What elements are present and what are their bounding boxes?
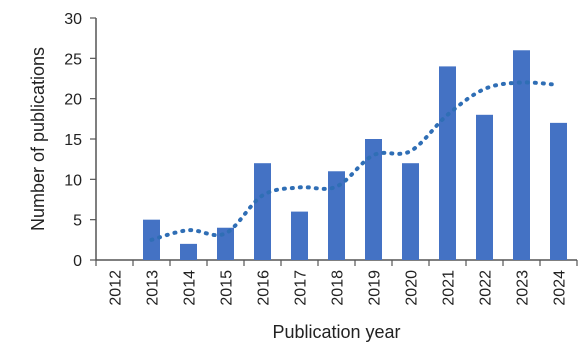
x-axis-ticks: 2012 2013 2014 2015 2016 2017 2018 2019 2020 2021… [95,260,578,306]
x-tick-label: 2012 [108,270,125,306]
x-tick-label: 2021 [441,270,458,306]
x-tick-label: 2023 [515,270,532,306]
bar [550,122,567,260]
y-tick-label: 15 [64,132,82,149]
bar [439,66,456,261]
bar [513,50,530,261]
x-tick-label: 2024 [552,270,569,306]
y-tick-label: 10 [64,172,82,189]
x-tick-label: 2020 [404,270,421,306]
bar [217,227,234,260]
y-axis-title: Number of publications [28,47,48,231]
y-tick-label: 20 [64,92,82,109]
x-tick-label: 2015 [219,270,236,306]
trendline-group [149,80,561,242]
x-tick-label: 2017 [293,270,310,306]
bar [291,211,308,260]
y-tick-label: 25 [64,51,82,68]
x-tick-label: 2013 [145,270,162,306]
x-tick-label: 2016 [256,270,273,306]
bar [180,243,197,260]
bar [254,163,271,260]
bar [328,171,345,260]
bars [143,50,567,261]
y-tick-label: 5 [73,213,82,230]
bar [476,114,493,260]
x-tick-label: 2018 [330,270,347,306]
y-tick-label: 30 [64,11,82,28]
x-tick-label: 2022 [478,270,495,306]
y-tick-label: 0 [73,253,82,270]
bar [365,139,382,260]
trendline [149,80,561,242]
y-axis-ticks: 0 5 10 15 20 25 30 [64,11,96,270]
bar [402,163,419,260]
x-axis-title: Publication year [272,322,400,342]
x-tick-label: 2019 [367,270,384,306]
x-tick-label: 2014 [182,270,199,306]
